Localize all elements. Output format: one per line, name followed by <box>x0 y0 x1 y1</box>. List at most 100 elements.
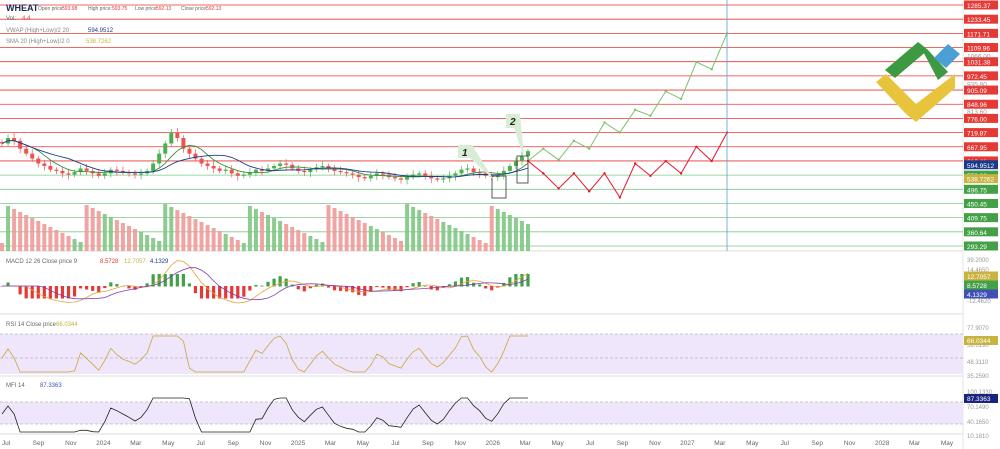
candle-body <box>193 153 198 159</box>
macd-histogram-bar <box>97 286 101 293</box>
level-label: 1171.71 <box>967 31 990 38</box>
macd-histogram-bar <box>205 286 210 299</box>
candle-body <box>229 169 234 174</box>
mfi-panel[interactable]: MFI 14 87.3363100.133070.149040.165010.18… <box>0 383 998 440</box>
macd-tag-label: 4.1329 <box>967 292 987 299</box>
scale-tick: 935.80 <box>967 82 987 89</box>
logo-shape <box>906 74 955 122</box>
level-tag <box>964 0 998 10</box>
volume-bar <box>181 213 186 251</box>
sma-label: SMA 20 (High+Low)/2 0 <box>6 39 70 45</box>
macd-panel[interactable]: MACD 12 26 Close price 9 8.5728 12.7057 4.1… <box>0 259 998 305</box>
symbol-title: WHEAT <box>6 3 39 13</box>
time-axis-label: Nov <box>649 440 661 447</box>
candle-body <box>30 153 35 159</box>
macd-histogram-bar <box>526 274 530 287</box>
volume-bar <box>266 215 271 251</box>
macd-histogram-bar <box>48 286 52 299</box>
candle-body <box>453 173 458 176</box>
vol-value: 4.4 <box>22 16 31 22</box>
candle-body <box>187 148 192 154</box>
volume-bar <box>338 211 343 251</box>
candle-body <box>54 169 59 171</box>
macd-histogram-bar <box>308 286 312 289</box>
level-tag <box>964 227 998 237</box>
volume-bar <box>120 223 125 251</box>
macd-histogram-bar <box>375 286 379 288</box>
projection-up-point <box>618 131 622 134</box>
projection-down-point <box>710 159 713 163</box>
candle-body <box>0 142 4 144</box>
mfi-label: MFI 14 <box>6 383 25 389</box>
rsi-tag <box>964 336 998 345</box>
candle-body <box>423 173 428 176</box>
volume-bar <box>78 242 83 251</box>
candle-body <box>18 140 23 149</box>
macd-histogram-bar <box>266 281 270 287</box>
projection-down-point <box>679 172 683 175</box>
time-axis[interactable]: Jul Sep Nov 2024 Mar May Jul Sep Nov 2025 Mar May Ju… <box>2 440 954 447</box>
projection-down-point <box>542 172 545 175</box>
candle-body <box>205 163 210 166</box>
macd-histogram-bar <box>236 286 240 299</box>
candle-body <box>163 143 168 154</box>
level-label: 496.75 <box>967 187 987 194</box>
volume-bar <box>483 243 488 251</box>
marker-box <box>491 175 507 199</box>
time-axis-label: 2027 <box>680 440 695 447</box>
volume-bar <box>30 218 35 251</box>
candle-body <box>72 172 77 175</box>
indicator-price-tag <box>964 160 998 170</box>
volume-bar <box>187 216 192 251</box>
level-label: 1233.45 <box>967 17 991 24</box>
macd-histogram-bar <box>363 286 367 296</box>
candle-body <box>368 175 373 179</box>
scale-tick: 1066.00 <box>967 53 991 60</box>
volume-bar <box>217 231 222 251</box>
macd-histogram-bar <box>381 286 385 288</box>
volume-bar <box>235 240 240 251</box>
mfi-value: 87.3363 <box>40 383 62 389</box>
volume-bar <box>253 209 258 251</box>
volume-bar <box>229 237 234 251</box>
mfi-tick: 40.1650 <box>967 420 989 426</box>
level-tag <box>964 99 998 109</box>
volume-bar <box>278 221 283 251</box>
candle-body <box>211 165 216 169</box>
candle-body <box>284 163 289 165</box>
macd-histogram-bar <box>278 276 282 287</box>
volume-bar <box>501 212 506 251</box>
candle-body <box>114 169 119 171</box>
macd-histogram-bar <box>459 277 464 287</box>
level-tag <box>964 14 998 24</box>
macd-histogram-bar <box>85 286 89 290</box>
indicator-price-label: 594.9512 <box>967 163 994 170</box>
candle-body <box>380 173 385 175</box>
macd-histogram-bar <box>169 274 173 287</box>
volume-bar <box>114 220 119 251</box>
macd-histogram-bar <box>453 281 458 287</box>
level-tag <box>964 85 998 95</box>
volume-bar <box>163 204 168 251</box>
projection-up-point <box>557 158 560 162</box>
macd-histogram-bar <box>151 274 155 287</box>
rsi-label: RSI 14 Close price <box>6 322 57 328</box>
candle-body <box>169 132 174 144</box>
volume-bar <box>356 220 361 251</box>
candle-body <box>356 174 361 178</box>
candle-body <box>338 170 343 173</box>
candle-body <box>399 178 404 180</box>
volume-bar <box>96 211 101 251</box>
candle-body <box>441 178 446 180</box>
volume-bar <box>314 239 319 251</box>
open-value: 593.98 <box>62 6 78 12</box>
candle-body <box>417 173 422 175</box>
rsi-panel[interactable]: RSI 14 Close price 66.034477.907058.61904… <box>0 322 998 380</box>
level-label: 1109.96 <box>967 46 990 53</box>
projection-down-point <box>572 172 576 175</box>
macd-histogram-bar <box>387 286 391 290</box>
macd-histogram-bar <box>181 274 185 287</box>
macd-tag-label: 8.5728 <box>967 283 987 290</box>
